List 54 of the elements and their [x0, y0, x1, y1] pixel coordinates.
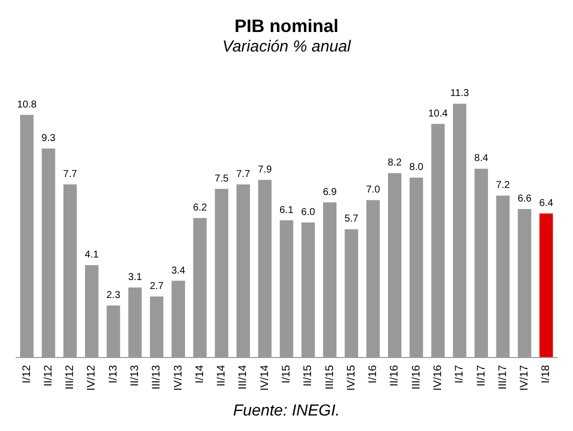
- x-tick-label: III/16: [410, 365, 422, 390]
- data-label: 2.7: [150, 280, 164, 292]
- data-label: 7.2: [496, 180, 510, 192]
- x-tick-label: IV/14: [258, 365, 271, 391]
- data-label: 6.0: [301, 207, 316, 218]
- x-tick-label: II/16: [388, 365, 401, 386]
- x-tick-label: I/18: [540, 365, 552, 384]
- data-label: 6.1: [280, 204, 294, 216]
- x-tick-label: II/12: [42, 365, 54, 386]
- data-label: 11.3: [450, 88, 470, 100]
- x-tick-label: I/13: [107, 365, 120, 384]
- x-tick-label: II/17: [475, 365, 488, 386]
- x-tick-label: I/16: [367, 365, 380, 384]
- x-tick-label: III/13: [150, 365, 163, 390]
- chart-subtitle: Variación % anual: [222, 38, 352, 56]
- data-label: 3.4: [171, 265, 186, 276]
- data-label: 7.7: [63, 168, 78, 180]
- x-tick-label: III/14: [237, 365, 250, 390]
- data-label: 6.2: [192, 202, 208, 214]
- data-label: 2.3: [106, 290, 121, 301]
- data-label: 3.1: [128, 272, 142, 284]
- x-tick-label: IV/13: [172, 365, 184, 391]
- data-label: 4.1: [84, 250, 100, 261]
- x-tick-label: I/17: [454, 365, 466, 384]
- data-label: 9.3: [42, 133, 56, 144]
- x-tick-label: I/15: [280, 365, 292, 384]
- x-tick-label: I/12: [20, 365, 33, 384]
- data-label: 7.9: [258, 164, 272, 176]
- source-note: Fuente: INEGI.: [233, 402, 340, 420]
- x-tick-label: III/17: [496, 365, 509, 390]
- x-tick-label: IV/16: [432, 365, 444, 391]
- data-label: 7.5: [214, 173, 229, 184]
- data-label: 5.7: [344, 214, 359, 225]
- chart-title: PIB nominal: [234, 16, 339, 36]
- data-label: 6.6: [518, 194, 532, 205]
- data-label: 6.4: [539, 198, 554, 210]
- data-label: 8.4: [474, 153, 489, 164]
- x-tick-label: II/15: [302, 365, 314, 386]
- data-label: 7.0: [366, 184, 380, 196]
- x-tick-label: I/14: [194, 365, 206, 384]
- data-label: 8.2: [388, 158, 402, 169]
- data-label: 6.9: [322, 186, 338, 198]
- x-tick-label: IV/12: [86, 365, 98, 391]
- x-tick-label: II/14: [216, 365, 228, 386]
- data-label: 10.4: [428, 108, 448, 120]
- x-tick-label: III/12: [64, 365, 76, 390]
- data-label: 10.8: [17, 99, 37, 110]
- data-label: 7.7: [236, 168, 251, 180]
- x-tick-label: II/13: [129, 365, 142, 386]
- x-tick-label: IV/17: [518, 365, 531, 391]
- bar: [539, 214, 553, 357]
- x-tick-label: III/15: [324, 365, 336, 390]
- x-tick-label: IV/15: [345, 365, 358, 391]
- data-label: 8.0: [409, 162, 424, 174]
